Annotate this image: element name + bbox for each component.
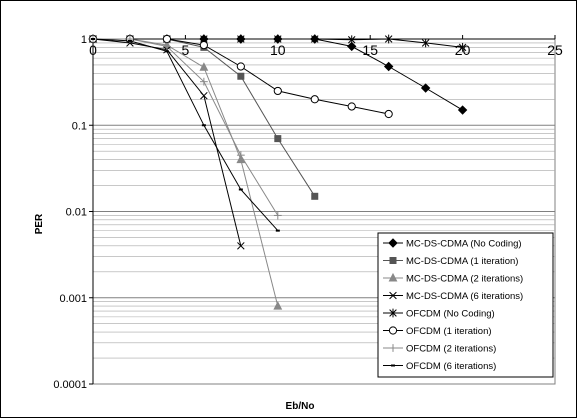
legend-item: MC-DS-CDMA (2 iterations) [383,272,523,285]
x-tick-label: 10 [270,42,286,58]
legend-swatch-marker [388,272,398,282]
legend-label: MC-DS-CDMA (No Coding) [406,239,522,250]
data-point [236,154,246,164]
series-line-7 [93,38,279,216]
data-point [164,50,169,53]
data-point [311,192,319,200]
data-point [310,95,319,104]
data-point [347,41,357,52]
data-point [347,35,356,45]
data-point [237,34,245,44]
x-tick-label: 5 [182,42,190,58]
data-point [421,38,430,48]
legend-swatch-marker [389,308,397,318]
legend-swatch-marker [388,326,398,335]
data-point [199,40,208,50]
data-point [458,42,467,52]
legend-label: MC-DS-CDMA (1 iteration) [406,256,518,267]
data-point [236,62,245,71]
x-tick-label: 15 [362,42,378,58]
data-point [91,38,95,40]
data-point [237,72,245,80]
legend-item: OFCDM (No Coding) [383,309,495,320]
data-point [420,83,431,93]
marker-stroke [237,242,245,250]
marker-stroke [200,91,208,100]
data-point [274,34,282,44]
y-tick-label: 0.1 [72,120,87,132]
legend-item: MC-DS-CDMA (1 iteration) [383,256,518,267]
y-axis-title: PER [34,213,45,234]
legend-box [377,232,554,378]
data-point [347,102,356,111]
data-point [238,188,243,191]
data-point [163,42,171,51]
legend-swatch-marker [389,257,397,264]
legend-item: MC-DS-CDMA (6 iterations) [383,291,523,302]
legend-label: MC-DS-CDMA (2 iterations) [406,274,523,285]
y-tick-label: 0.0001 [53,379,87,391]
legend-item: OFCDM (1 iteration) [383,326,492,337]
x-tick-label: 25 [547,42,563,58]
marker-stroke [389,291,397,300]
x-axis-title: Eb/No [286,401,315,412]
data-point [311,34,319,44]
legend-label: OFCDM (1 iteration) [406,326,492,337]
legend-swatch-marker [389,344,397,352]
data-point [383,61,394,72]
legend-swatch-marker [391,364,395,367]
data-point [237,242,245,250]
x-tick-label: 0 [89,42,97,58]
legend-label: MC-DS-CDMA (6 iterations) [406,291,523,302]
legend-label: OFCDM (2 iterations) [406,344,496,355]
data-point [162,34,172,44]
data-point [275,229,280,232]
data-point [384,34,393,44]
y-tick-label: 0.01 [66,207,87,219]
data-point [457,105,468,115]
data-point [273,211,282,220]
markers-group [88,33,468,310]
data-point [200,91,208,100]
legend-item: OFCDM (6 iterations) [383,361,496,372]
data-point [273,86,282,96]
legend-swatch-marker [389,291,397,300]
y-tick-label: 1 [81,34,87,46]
data-point [199,77,208,86]
y-tick-label: 0.001 [59,293,87,305]
data-point [274,135,282,143]
data-point [127,39,132,42]
data-point [201,124,206,127]
data-point [236,151,245,160]
legend: MC-DS-CDMA (No Coding) MC-DS-CDMA (1 iter… [377,232,554,378]
data-point [199,62,209,71]
data-point [384,109,393,119]
legend-label: OFCDM (No Coding) [406,309,495,320]
legend-item: OFCDM (2 iterations) [383,344,496,355]
legend-label: OFCDM (6 iterations) [406,361,496,372]
legend-item: MC-DS-CDMA (No Coding) [383,238,522,250]
series-line-8 [92,38,279,231]
legend-swatch-marker [388,238,398,248]
data-point [273,301,283,310]
